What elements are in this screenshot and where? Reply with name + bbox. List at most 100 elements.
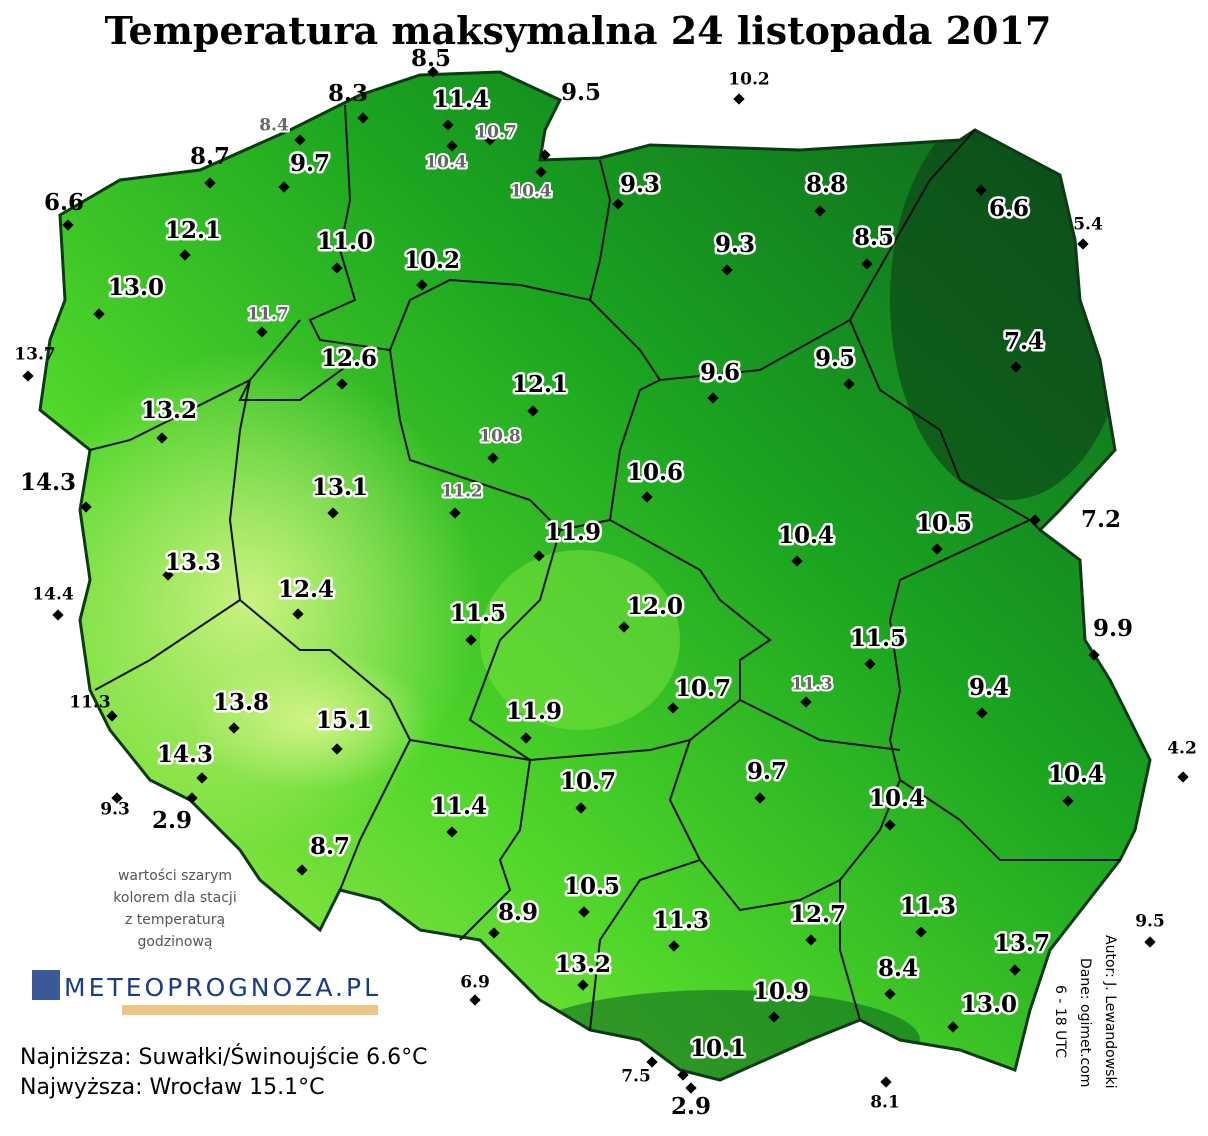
station-value: 9.5 [815, 345, 855, 372]
credit: Dane: ogimet.com [1077, 958, 1093, 1087]
station-value: 8.4 [259, 116, 289, 136]
station-marker [667, 702, 679, 714]
station-value: 10.4 [425, 153, 467, 173]
station-marker [487, 452, 499, 464]
station-marker [539, 149, 551, 161]
station-value: 10.6 [627, 459, 683, 486]
station-value: 11.2 [441, 482, 482, 502]
station-value: 10.4 [1048, 761, 1104, 788]
station-marker [1144, 936, 1156, 948]
station-marker [768, 1011, 780, 1023]
station-marker [1029, 514, 1041, 526]
station-value: 12.7 [790, 901, 846, 928]
station-value: 12.6 [321, 345, 377, 372]
station-value: 13.2 [141, 397, 197, 424]
station-marker [931, 543, 943, 555]
border [38, 70, 1152, 1082]
station-value: 8.5 [854, 224, 894, 251]
station-marker [884, 819, 896, 831]
station-value: 11.4 [433, 86, 489, 113]
station-marker [976, 707, 988, 719]
station-marker [1077, 238, 1089, 250]
summary-lowest: Najniższa: Suwałki/Świnoujście 6.6°C [20, 1044, 428, 1070]
station-value: 4.2 [1167, 739, 1197, 759]
station-value: 10.7 [475, 123, 516, 143]
station-marker [577, 979, 589, 991]
station-value: 10.5 [564, 873, 620, 900]
station-value: 8.1 [870, 1093, 900, 1113]
station-marker [805, 934, 817, 946]
credit: 6 - 18 UTC [1052, 985, 1068, 1058]
station-value: 13.3 [165, 549, 221, 576]
station-value: 10.4 [510, 182, 552, 202]
station-marker [677, 1069, 689, 1081]
station-value: 8.5 [411, 45, 451, 72]
station-marker [336, 378, 348, 390]
station-marker [843, 378, 855, 390]
logo-strip [122, 1005, 378, 1015]
station-value: 9.7 [747, 758, 787, 785]
station-marker [864, 658, 876, 670]
station-value: 9.6 [700, 359, 740, 386]
station-marker [331, 743, 343, 755]
station-value: 11.5 [450, 600, 506, 627]
station-marker [1010, 361, 1022, 373]
station-marker [618, 621, 630, 633]
station-value: 13.8 [213, 689, 269, 716]
station-value: 10.5 [916, 510, 972, 537]
station-value: 9.5 [561, 79, 601, 106]
station-marker [327, 507, 339, 519]
station-marker [685, 1082, 697, 1094]
station-marker [416, 279, 428, 291]
station-value: 11.9 [545, 519, 601, 546]
region-borders [89, 104, 1120, 1031]
station-value: 12.1 [165, 217, 221, 244]
station-value: 9.3 [715, 231, 755, 258]
station-value: 13.7 [994, 930, 1050, 957]
station-marker [575, 802, 587, 814]
station-value: 11.9 [506, 698, 562, 725]
station-marker [612, 198, 624, 210]
station-value: 8.9 [498, 899, 538, 926]
station-value: 11.5 [850, 625, 906, 652]
station-marker [884, 988, 896, 1000]
station-value: 11.7 [247, 305, 288, 325]
station-marker [162, 569, 174, 581]
station-value: 2.9 [152, 807, 192, 834]
station-value: 10.4 [778, 522, 834, 549]
station-value: 11.0 [317, 228, 373, 255]
station-marker [204, 177, 216, 189]
note-line: kolorem dla stacji [113, 890, 236, 906]
title: Temperatura maksymalna 24 listopada 2017 [105, 8, 1052, 53]
note-line: z temperaturą [125, 912, 225, 928]
station-value: 6.6 [44, 189, 84, 216]
station-value: 10.4 [869, 785, 925, 812]
station-value: 10.2 [404, 247, 460, 274]
credit: Autor: J. Lewandowski [1102, 935, 1118, 1088]
station-marker [641, 491, 653, 503]
station-marker [186, 792, 198, 804]
station-marker [1088, 649, 1100, 661]
station-value: 9.3 [620, 171, 660, 198]
station-marker [484, 134, 496, 146]
station-value: 12.1 [512, 371, 568, 398]
station-value: 11.3 [653, 907, 709, 934]
station-marker [520, 732, 532, 744]
station-marker [1009, 964, 1021, 976]
station-marker [754, 792, 766, 804]
station-marker [156, 432, 168, 444]
station-value: 11.3 [69, 693, 110, 713]
station-value: 6.9 [460, 973, 490, 993]
station-marker [278, 181, 290, 193]
station-value: 7.5 [621, 1067, 651, 1087]
station-marker [228, 722, 240, 734]
station-marker [947, 1021, 959, 1033]
station-value: 8.3 [328, 80, 368, 107]
station-marker [646, 1056, 658, 1068]
station-value: 10.8 [479, 427, 520, 447]
station-marker [814, 205, 826, 217]
station-marker [975, 184, 987, 196]
station-marker [668, 940, 680, 952]
station-value: 11.4 [431, 793, 487, 820]
station-marker [791, 555, 803, 567]
